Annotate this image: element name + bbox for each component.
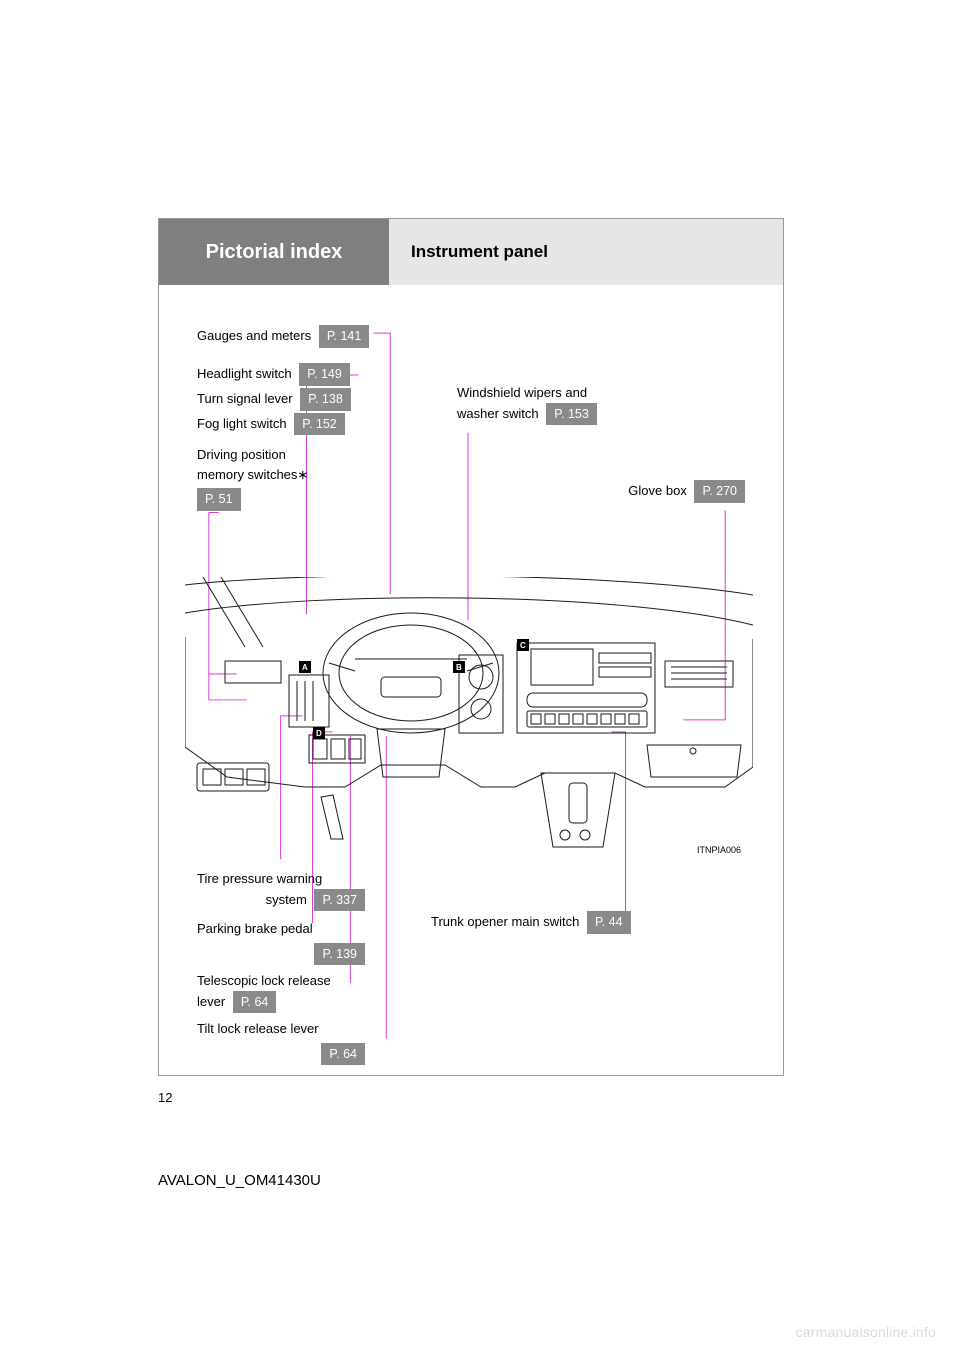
page-ref[interactable]: P. 139 xyxy=(314,943,365,966)
marker-c: C xyxy=(520,641,526,650)
callout-label: Telescopic lock release xyxy=(197,971,331,991)
callout-label: Fog light switch xyxy=(197,415,287,430)
page-ref[interactable]: P. 138 xyxy=(300,388,351,411)
callout-label: Windshield wipers and xyxy=(457,383,597,403)
callout-stalk-switches: Headlight switch P. 149 Turn signal leve… xyxy=(197,361,351,437)
page-number: 12 xyxy=(158,1090,172,1105)
dashboard-drawing: A B C D xyxy=(185,577,753,853)
callout-telescopic-lock: Telescopic lock release lever P. 64 xyxy=(197,971,331,1013)
callout-trunk-opener: Trunk opener main switch P. 44 xyxy=(431,911,631,934)
callout-tilt-lock: Tilt lock release lever P. 64 xyxy=(197,1019,365,1065)
callout-label: Headlight switch xyxy=(197,366,292,381)
callout-gauges-meters: Gauges and meters P. 141 xyxy=(197,325,369,348)
callout-label: Turn signal lever xyxy=(197,391,293,406)
content-area: Gauges and meters P. 141 Headlight switc… xyxy=(159,285,783,1075)
callout-memory-switches: Driving position memory switches∗ P. 51 xyxy=(197,445,308,511)
callout-label: memory switches∗ xyxy=(197,465,308,485)
instrument-panel-illustration: A B C D xyxy=(185,577,753,853)
callout-label: Tilt lock release lever xyxy=(197,1019,365,1039)
callout-label: Gauges and meters xyxy=(197,328,311,343)
callout-tire-pressure: Tire pressure warning system P. 337 xyxy=(197,869,365,911)
marker-b: B xyxy=(456,663,462,672)
header: Pictorial index Instrument panel xyxy=(159,219,783,285)
marker-d: D xyxy=(316,729,322,738)
page: Pictorial index Instrument panel xyxy=(0,0,960,1358)
callout-label: Parking brake pedal xyxy=(197,919,365,939)
callout-label: Driving position xyxy=(197,445,308,465)
page-ref[interactable]: P. 64 xyxy=(321,1043,365,1066)
page-ref[interactable]: P. 152 xyxy=(294,413,345,436)
watermark: carmanualsonline.info xyxy=(796,1324,936,1340)
page-ref[interactable]: P. 149 xyxy=(299,363,350,386)
page-ref[interactable]: P. 64 xyxy=(233,991,277,1014)
page-ref[interactable]: P. 153 xyxy=(546,403,597,426)
callout-label: Trunk opener main switch xyxy=(431,914,579,929)
illustration-code: ITNPIA006 xyxy=(697,845,741,855)
callout-parking-brake: Parking brake pedal P. 139 xyxy=(197,919,365,965)
header-page-title: Instrument panel xyxy=(389,219,783,285)
page-ref[interactable]: P. 44 xyxy=(587,911,631,934)
page-ref[interactable]: P. 51 xyxy=(197,488,241,511)
callout-label: system xyxy=(266,891,307,906)
page-ref[interactable]: P. 141 xyxy=(319,325,370,348)
callout-label: washer switch xyxy=(457,405,539,420)
page-ref[interactable]: P. 270 xyxy=(694,480,745,503)
callout-wipers: Windshield wipers and washer switch P. 1… xyxy=(457,383,597,425)
callout-glovebox: Glove box P. 270 xyxy=(599,480,745,503)
content-white: Gauges and meters P. 141 Headlight switc… xyxy=(159,285,783,1075)
document-id: AVALON_U_OM41430U xyxy=(158,1172,321,1189)
page-ref[interactable]: P. 337 xyxy=(314,889,365,912)
header-section-title: Pictorial index xyxy=(159,219,389,285)
marker-a: A xyxy=(302,663,308,672)
callout-label: lever xyxy=(197,993,225,1008)
manual-page-frame: Pictorial index Instrument panel xyxy=(158,218,784,1076)
callout-label: Glove box xyxy=(628,483,687,498)
callout-label: Tire pressure warning xyxy=(197,869,365,889)
